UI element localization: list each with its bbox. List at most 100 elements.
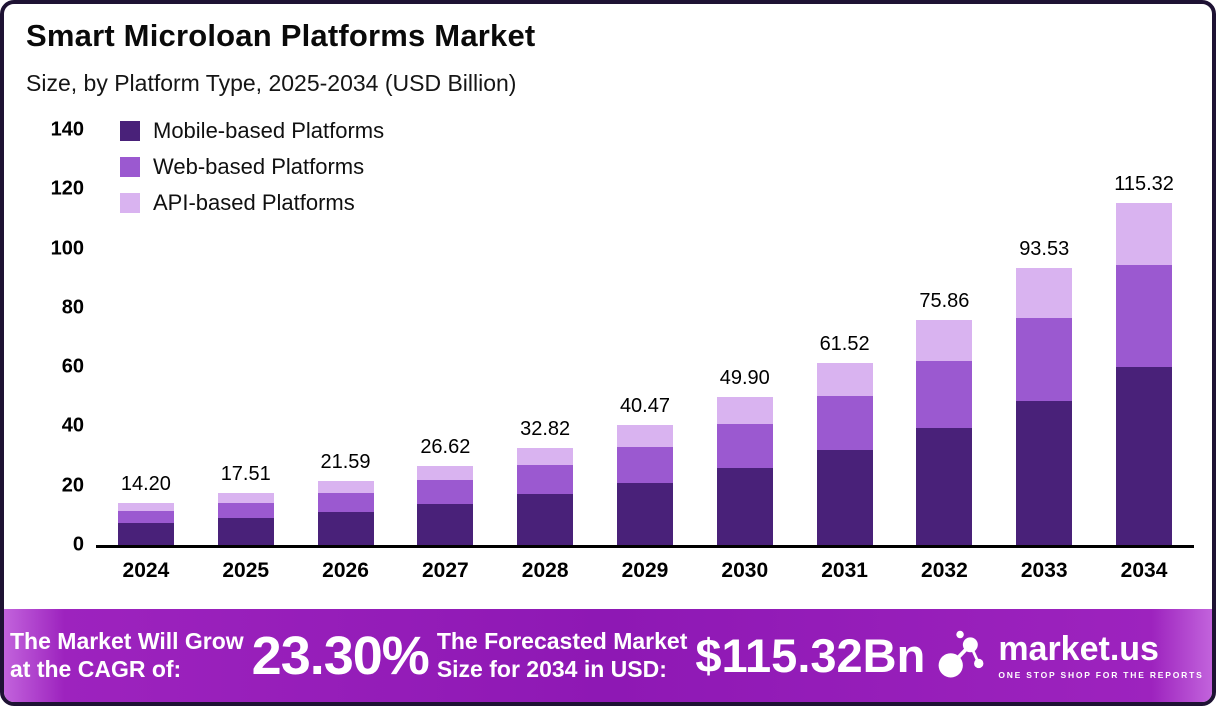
bar-segment: [117, 523, 174, 545]
stacked-bar: [417, 466, 474, 545]
bar-group: 93.53: [994, 238, 1094, 545]
x-axis-label: 2029: [621, 559, 669, 582]
y-tick-label: 60: [61, 355, 84, 378]
bar-segment: [217, 502, 274, 519]
bar-segment: [916, 320, 973, 361]
cagr-value: 23.30%: [251, 625, 430, 686]
bar-total-label: 93.53: [1019, 237, 1070, 260]
brand-text-block: market.us ONE STOP SHOP FOR THE REPORTS: [998, 632, 1203, 680]
bar-segment: [716, 467, 773, 545]
forecast-value: $115.32Bn: [695, 629, 926, 682]
y-tick-label: 120: [50, 177, 84, 200]
bar-segment: [217, 493, 274, 503]
bar-total-label: 32.82: [520, 417, 571, 440]
legend-label-mobile: Mobile-based Platforms: [153, 118, 385, 143]
cagr-label: The Market Will Grow at the CAGR of:: [10, 628, 244, 682]
bar-segment: [816, 450, 873, 545]
bar-group: 49.90: [695, 367, 795, 545]
bar-segment: [217, 518, 274, 545]
bar-segment: [517, 494, 574, 545]
bar-segment: [417, 466, 474, 481]
x-axis-label: 2026: [322, 559, 369, 582]
bar-group: 26.62: [395, 436, 495, 545]
bar-segment: [417, 480, 474, 505]
bar-group: 32.82: [495, 418, 595, 545]
stacked-bar: [217, 493, 274, 545]
bar-segment: [916, 428, 973, 545]
legend-item-web: Web-based Platforms: [120, 154, 384, 180]
legend-swatch-api-icon: [120, 193, 140, 213]
bar-segment: [716, 423, 773, 468]
bar-group: 21.59: [296, 451, 396, 545]
stacked-bar: [1116, 203, 1173, 545]
brand-name: market.us: [998, 629, 1159, 668]
bar-group: 40.47: [595, 395, 695, 545]
legend-label-web: Web-based Platforms: [153, 154, 365, 179]
stacked-bar: [716, 397, 773, 545]
legend-swatch-mobile-icon: [120, 121, 140, 141]
bar-segment: [317, 481, 374, 493]
x-axis-label: 2024: [122, 559, 170, 582]
bar-segment: [1016, 267, 1073, 318]
bar-segment: [916, 360, 973, 429]
bar-segment: [317, 511, 374, 545]
bar-segment: [417, 504, 474, 545]
stacked-bar: [816, 362, 873, 545]
y-tick-label: 140: [50, 118, 84, 141]
legend-label-api: API-based Platforms: [153, 190, 355, 215]
bar-segment: [1116, 367, 1173, 545]
bar-segment: [816, 362, 873, 396]
stacked-bar: [117, 502, 174, 545]
bar-segment: [117, 510, 174, 524]
bar-group: 17.51: [196, 463, 296, 545]
bar-segment: [1016, 400, 1073, 545]
bottom-banner: The Market Will Grow at the CAGR of: 23.…: [4, 609, 1212, 702]
bar-segment: [117, 502, 174, 511]
legend-swatch-web-icon: [120, 157, 140, 177]
brand-logo: market.us ONE STOP SHOP FOR THE REPORTS: [933, 628, 1209, 684]
stacked-bar: [916, 320, 973, 545]
x-axis-labels: 2024 2025 2026 2027 2028 2029 2030 2031 2032 2033…: [96, 559, 1194, 583]
x-axis-label: 2030: [721, 559, 769, 582]
chart-subtitle: Size, by Platform Type, 2025-2034 (USD B…: [26, 70, 517, 96]
bar-total-label: 115.32: [1114, 173, 1174, 196]
bar-total-label: 61.52: [819, 332, 870, 355]
bar-segment: [616, 425, 673, 447]
y-tick-label: 0: [72, 533, 84, 556]
bar-segment: [317, 492, 374, 512]
x-axis-label: 2033: [1020, 559, 1068, 582]
stacked-bar: [317, 481, 374, 545]
y-tick-label: 20: [61, 474, 84, 497]
market-us-logo-icon: [938, 630, 984, 677]
brand-tagline: ONE STOP SHOP FOR THE REPORTS: [998, 669, 1204, 680]
bar-total-label: 40.47: [619, 395, 670, 418]
bar-segment: [1016, 317, 1073, 401]
legend-item-api: API-based Platforms: [120, 190, 384, 216]
bar-total-label: 21.59: [320, 451, 371, 474]
x-axis-label: 2032: [921, 559, 968, 582]
bar-segment: [616, 446, 673, 483]
x-axis-label: 2027: [421, 559, 469, 582]
bar-group: 75.86: [895, 290, 995, 545]
bar-group: 14.20: [96, 473, 196, 545]
legend-item-mobile: Mobile-based Platforms: [120, 118, 384, 144]
bar-group: 115.32: [1094, 173, 1194, 545]
bar-total-label: 26.62: [420, 436, 471, 459]
y-tick-label: 40: [61, 414, 84, 437]
bar-total-label: 49.90: [719, 367, 770, 390]
bar-segment: [517, 447, 574, 466]
bar-segment: [1116, 264, 1173, 368]
bars-row: 14.20 17.51 21.59 26.62 32.82 40.47 49.90 61.52…: [96, 130, 1194, 545]
y-tick-label: 80: [61, 296, 84, 319]
y-axis: 0 20 40 60 80 100 120 140: [20, 119, 84, 556]
x-axis-label: 2025: [222, 559, 270, 582]
page-title: Smart Microloan Platforms Market: [26, 18, 536, 53]
bar-segment: [716, 397, 773, 424]
bar-segment: [517, 465, 574, 495]
stacked-bar: [1016, 267, 1073, 545]
plot-area: 14.20 17.51 21.59 26.62 32.82 40.47 49.90 61.52…: [96, 130, 1194, 548]
bar-group: 61.52: [795, 333, 895, 545]
x-axis-label: 2034: [1120, 559, 1168, 582]
bar-total-label: 17.51: [220, 463, 271, 486]
